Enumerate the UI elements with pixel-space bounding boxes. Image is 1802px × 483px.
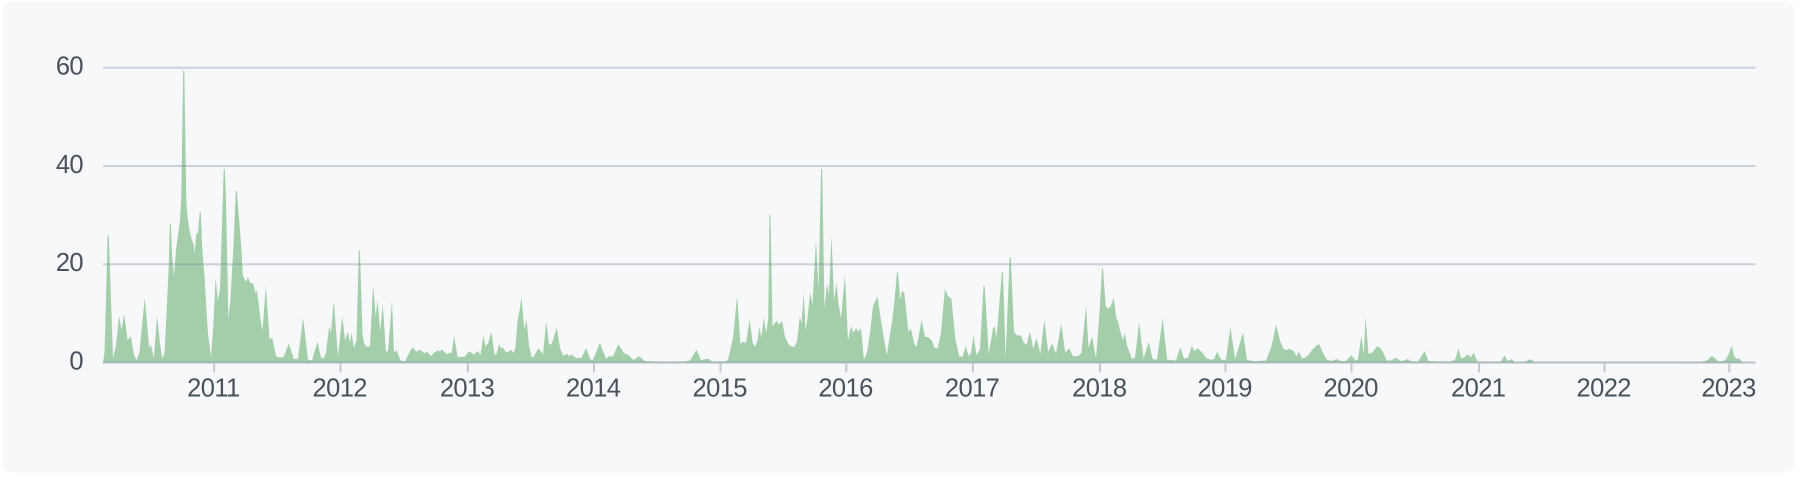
svg-text:2020: 2020	[1324, 374, 1379, 402]
svg-text:40: 40	[56, 151, 84, 179]
svg-text:2014: 2014	[566, 374, 621, 402]
svg-text:2019: 2019	[1198, 374, 1252, 402]
svg-text:20: 20	[56, 249, 84, 277]
svg-text:2022: 2022	[1577, 374, 1631, 402]
svg-text:2017: 2017	[945, 374, 999, 402]
svg-text:2013: 2013	[440, 374, 495, 402]
svg-text:2011: 2011	[187, 374, 239, 402]
svg-text:2023: 2023	[1701, 374, 1756, 402]
svg-text:2016: 2016	[818, 374, 873, 402]
svg-text:2012: 2012	[313, 374, 367, 402]
svg-text:2018: 2018	[1072, 374, 1127, 402]
svg-text:2021: 2021	[1451, 374, 1505, 402]
svg-text:2015: 2015	[693, 374, 748, 402]
svg-text:0: 0	[69, 347, 83, 375]
svg-text:60: 60	[56, 53, 84, 81]
